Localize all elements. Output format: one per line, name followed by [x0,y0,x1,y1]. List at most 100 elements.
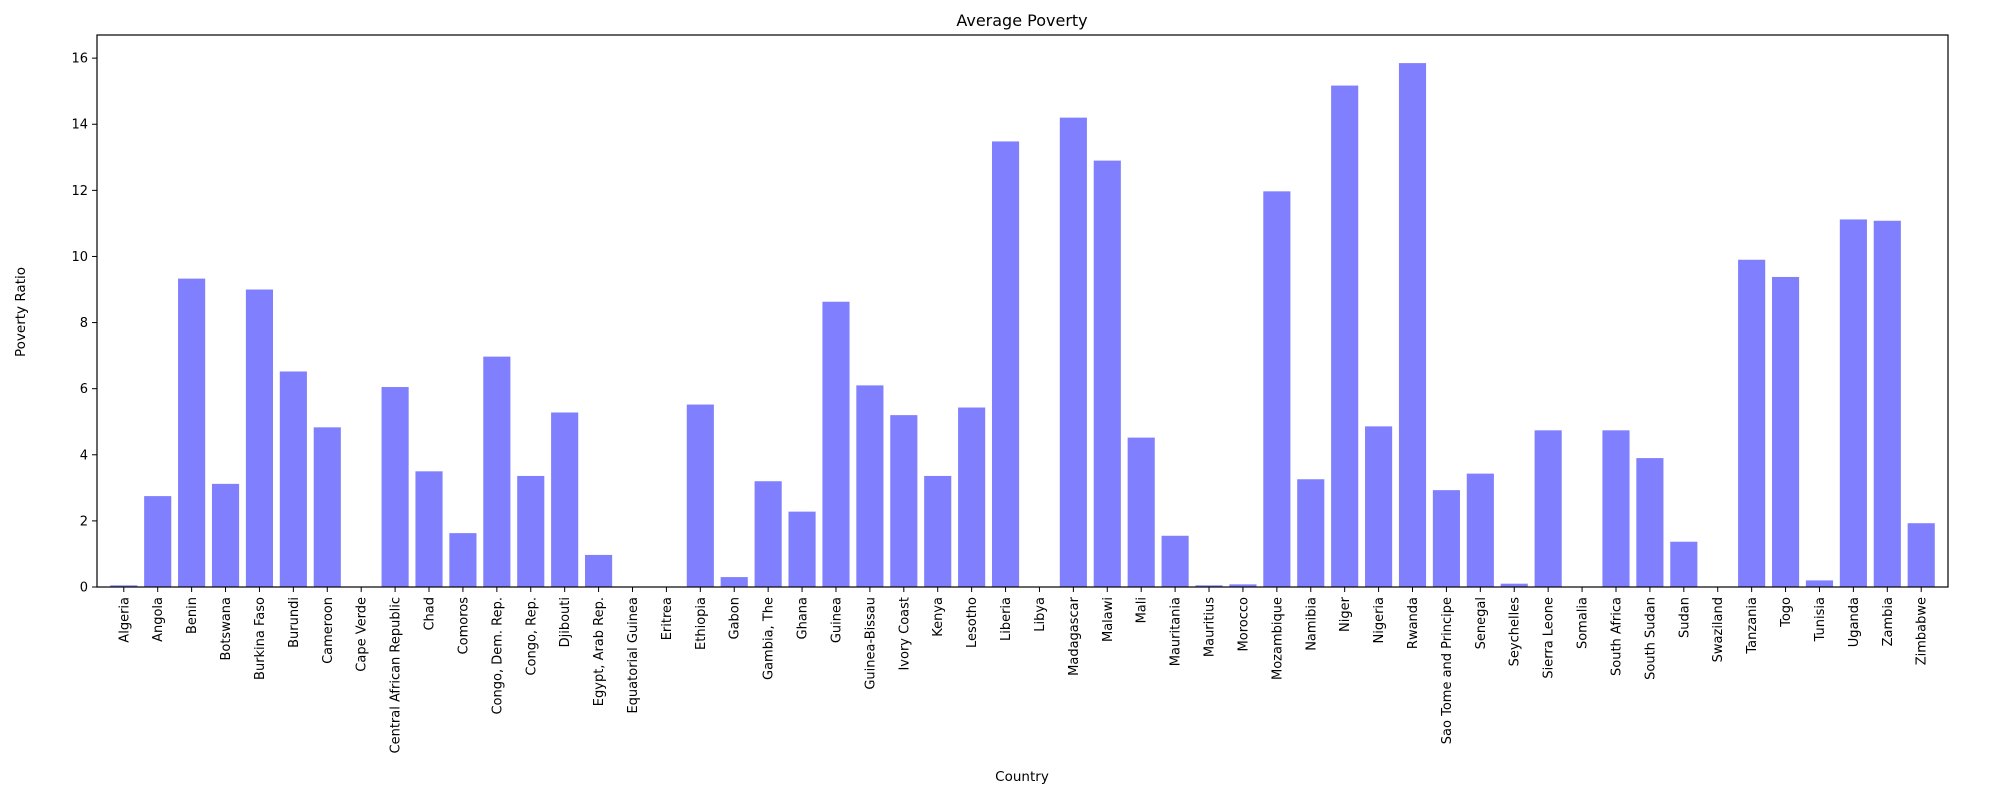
x-tick-label: Senegal [1474,597,1489,649]
x-tick-label: Mali [1135,597,1150,623]
y-tick-label: 4 [80,448,88,463]
bar [1398,63,1427,587]
x-tick-label: Burundi [287,597,302,648]
x-tick-label: Chad [423,597,438,631]
x-tick-label: Cape Verde [355,597,370,672]
bar [415,471,443,587]
x-tick-label: Mauritania [1169,597,1184,666]
bar [1161,535,1189,587]
plot-frame [96,34,1949,588]
x-tick-label: South Africa [1609,597,1624,676]
bar [1093,160,1121,587]
x-tick-label: Mozambique [1270,597,1285,680]
x-tick-label: Uganda [1847,597,1862,647]
bar [144,496,172,587]
x-tick-label: Ghana [796,597,811,640]
x-tick-label: Sudan [1677,597,1692,638]
bar [1670,541,1698,587]
bar [924,475,952,587]
x-tick-label: Guinea [829,597,844,643]
bar [754,481,782,587]
x-tick-label: Cameroon [321,597,336,664]
x-axis: Algeria Angola Benin Botswana Burkina Faso Bu… [117,587,1930,753]
bar [822,301,850,587]
x-tick-label: Djibouti [558,597,573,647]
x-tick-label: Sierra Leone [1542,597,1557,679]
bar [517,475,545,587]
x-tick-label: Madagascar [1067,596,1082,676]
bar [720,577,748,587]
bar [313,427,341,587]
bar [1873,220,1901,587]
x-tick-label: Burkina Faso [253,597,268,680]
x-tick-label: Angola [151,597,166,642]
x-tick-label: South Sudan [1643,597,1658,680]
bar [958,407,986,587]
bar [585,554,613,587]
bar [686,404,714,587]
x-tick-label: Equatorial Guinea [626,597,641,714]
x-tick-label: Comoros [456,597,471,655]
x-tick-label: Nigeria [1372,597,1387,644]
bar [1365,426,1393,587]
bar [1432,490,1460,587]
bar [1466,473,1494,587]
bar [483,356,511,587]
x-tick-label: Central African Republic [389,597,404,753]
x-tick-label: Mauritius [1203,597,1218,657]
x-tick-label: Malawi [1101,597,1116,642]
x-tick-label: Lesotho [965,597,980,648]
x-tick-label: Gabon [728,597,743,640]
y-axis-title: Poverty Ratio [13,267,29,357]
bar [1229,584,1257,587]
x-tick-label: Libya [1033,597,1048,632]
y-tick-label: 14 [71,118,88,133]
x-tick-label: Botswana [219,597,234,661]
bar [551,412,579,587]
bar [1738,259,1766,587]
y-axis: 0 2 4 6 8 10 12 14 16 [71,52,97,596]
bar [381,387,409,587]
x-tick-label: Ivory Coast [897,597,912,671]
y-tick-label: 2 [80,514,88,529]
bar [1805,580,1834,587]
bar [178,278,206,587]
y-tick-label: 16 [71,52,88,67]
x-tick-label: Egypt, Arab Rep. [592,597,607,706]
bar [1602,430,1630,587]
x-tick-label: Algeria [117,597,132,643]
bar [245,289,274,587]
bar [1195,585,1223,587]
bar [1636,458,1664,587]
x-tick-label: Seychelles [1508,597,1523,667]
x-tick-label: Kenya [931,597,946,637]
x-tick-label: Liberia [999,597,1014,641]
bar [1059,117,1087,587]
bar [1534,430,1562,587]
x-tick-label: Sao Tome and Principe [1440,597,1455,744]
y-tick-label: 0 [80,581,88,596]
x-tick-label: Ethiopia [694,597,709,650]
x-tick-label: Gambia, The [762,597,777,680]
bar [1297,479,1325,587]
bar [1263,191,1291,587]
bars-layer [110,63,1935,588]
x-tick-label: Morocco [1236,597,1251,651]
y-tick-label: 12 [71,184,88,199]
bar [788,511,816,587]
y-tick-label: 8 [80,316,88,331]
x-tick-label: Niger [1338,596,1353,632]
bar [211,483,240,587]
bar [1839,219,1867,587]
x-tick-label: Benin [185,597,200,634]
bar [1127,437,1155,587]
bar [110,585,138,587]
x-tick-label: Zimbabwe [1915,597,1930,665]
x-tick-label: Congo, Dem. Rep. [490,597,505,715]
bar [856,385,884,587]
x-tick-label: Tunisia [1813,597,1828,642]
x-tick-label: Namibia [1304,597,1319,651]
x-tick-label: Eritrea [660,597,675,640]
